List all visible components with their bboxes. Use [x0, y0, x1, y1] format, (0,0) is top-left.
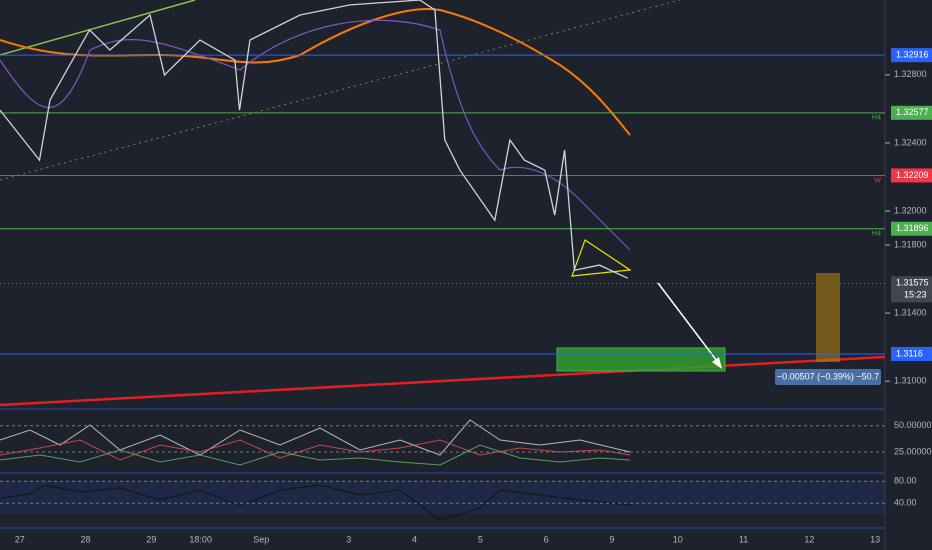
x-tick-label: 29 — [146, 534, 156, 544]
y-tick-label: 1.32800 — [894, 69, 927, 79]
level-label-box — [891, 221, 932, 236]
x-tick-label: 28 — [81, 534, 91, 544]
x-tick-label: 13 — [870, 534, 880, 544]
x-tick-label: 27 — [15, 534, 25, 544]
y-tick-label: 1.32000 — [894, 205, 927, 215]
rsi-band — [0, 481, 885, 514]
last-price-label: 1.31575 — [896, 278, 929, 288]
target-zone — [556, 347, 726, 372]
level-label-box — [891, 168, 932, 183]
level-label-box — [891, 48, 932, 63]
level-label-box — [891, 346, 932, 361]
pane-tick-label: 80.00 — [894, 476, 917, 486]
arrow — [657, 282, 721, 366]
x-tick-label: 4 — [412, 534, 417, 544]
level-tag: H4 — [872, 115, 881, 122]
level-label: 1.31896 — [896, 223, 929, 233]
level-tag: W — [874, 177, 881, 184]
x-tick-label: 18:00 — [189, 534, 212, 544]
support-line — [0, 355, 886, 407]
trend-line — [0, 0, 196, 56]
x-tick-label: 3 — [346, 534, 351, 544]
level-label: 1.3116 — [896, 348, 923, 358]
pane-tick-label: 25.00000 — [894, 446, 932, 456]
y-tick-label: 1.32400 — [894, 137, 927, 147]
x-tick-label: 11 — [739, 534, 748, 544]
measure-label: −0.00507 (−0.39%) −50.7 — [777, 371, 879, 381]
measure-label-box — [775, 369, 881, 385]
indicator-line — [0, 439, 631, 461]
x-tick-label: Sep — [253, 534, 269, 544]
x-tick-label: 10 — [673, 534, 683, 544]
moving-average — [0, 19, 631, 251]
indicator-line — [0, 484, 631, 521]
price-line — [0, 0, 628, 279]
level-tag: H4 — [872, 231, 881, 238]
arrow-head — [712, 357, 722, 369]
measure-box — [816, 273, 840, 362]
x-tick-label: 6 — [544, 534, 549, 544]
pane-tick-label: 40.00 — [894, 498, 917, 508]
x-tick-label: 12 — [804, 534, 814, 544]
y-tick-label: 1.31800 — [894, 239, 927, 249]
x-tick-label: 9 — [609, 534, 614, 544]
indicator-line — [0, 444, 631, 466]
level-label-box — [891, 105, 932, 120]
wedge — [571, 239, 632, 277]
level-label: 1.32916 — [896, 50, 929, 60]
last-price-time: 15:23 — [904, 290, 927, 300]
level-label: 1.32209 — [896, 170, 929, 180]
pane-tick-label: 50.00000 — [894, 420, 932, 430]
x-tick-label: 5 — [478, 534, 483, 544]
last-price-box — [891, 276, 932, 303]
indicator-line — [0, 419, 631, 456]
y-tick-label: 1.31000 — [894, 376, 927, 386]
level-label: 1.32577 — [896, 107, 929, 117]
y-tick-label: 1.31400 — [894, 307, 927, 317]
